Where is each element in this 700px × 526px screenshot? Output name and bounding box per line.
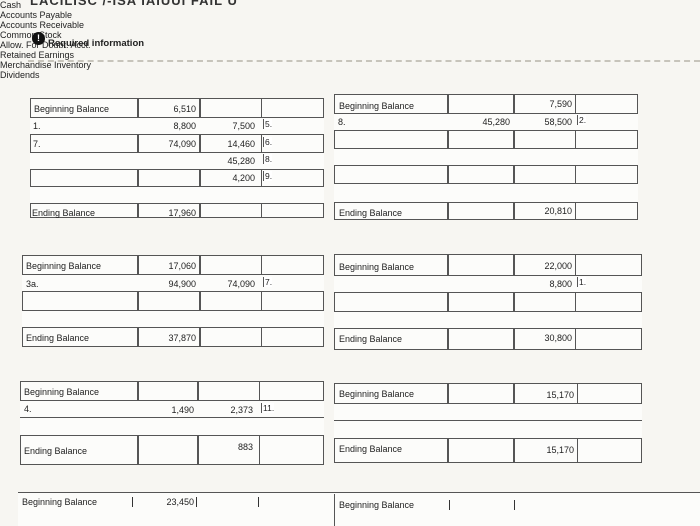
- cash-credit-value-2[interactable]: 14,460: [227, 139, 255, 149]
- cs-beginning-label: Beginning Balance: [339, 262, 415, 272]
- cs-credit-value-1[interactable]: 8,800: [549, 279, 572, 289]
- t-account-retained-earnings: Retained Earnings Beginning Balance 15,1…: [0, 50, 700, 463]
- re-ending-label: Ending Balance: [339, 444, 403, 454]
- t-account-cash: Cash Beginning Balance 6,510 1. 8,800 7.…: [0, 0, 700, 218]
- ap-credit-value-1[interactable]: 58,500: [544, 117, 572, 127]
- cash-credit-ref-3[interactable]: 8.: [263, 154, 273, 164]
- ar-debit-value-1[interactable]: 94,900: [168, 279, 196, 289]
- cs-credit-ref-1[interactable]: 1.: [577, 277, 587, 287]
- ar-beginning-label: Beginning Balance: [26, 261, 102, 271]
- account-name-common-stock: Common Stock: [0, 30, 62, 40]
- ar-credit-value-1[interactable]: 74,090: [227, 279, 255, 289]
- cash-beginning-label: Beginning Balance: [34, 104, 110, 114]
- t-account-dividends: Dividends Beginning Balance: [0, 70, 700, 526]
- account-name-merchandise-inventory: Merchandise Inventory: [0, 60, 92, 70]
- exercise-title: LACILISC /-ISA IAIUUI FAIL U: [30, 0, 238, 8]
- t-account-merchandise-inventory: Merchandise Inventory Beginning Balance …: [0, 60, 700, 526]
- cash-debit-ref-1[interactable]: 1.: [33, 121, 41, 131]
- re-ending-value[interactable]: 15,170: [546, 445, 574, 455]
- cash-debit-value-2[interactable]: 74,090: [168, 139, 196, 149]
- cash-credit-ref-1[interactable]: 5.: [263, 119, 273, 129]
- allow-debit-value-1[interactable]: 1,490: [171, 405, 194, 415]
- re-beginning-value[interactable]: 15,170: [546, 390, 574, 400]
- cash-credit-value-4[interactable]: 4,200: [232, 173, 255, 183]
- mi-beginning-value[interactable]: 23,450: [166, 497, 194, 507]
- cash-debit-value-1[interactable]: 8,800: [173, 121, 196, 131]
- required-information-heading[interactable]: Required information: [48, 38, 145, 49]
- cs-ending-label: Ending Balance: [339, 334, 403, 344]
- info-icon: !: [32, 32, 45, 45]
- mi-beginning-label: Beginning Balance: [22, 497, 98, 507]
- div-beginning-label: Beginning Balance: [339, 500, 415, 510]
- ar-ending-label: Ending Balance: [26, 333, 90, 343]
- t-account-accounts-payable: Accounts Payable Beginning Balance 7,590…: [0, 10, 700, 220]
- ap-ending-label: Ending Balance: [339, 208, 403, 218]
- ap-credit-ref-1[interactable]: 2.: [577, 115, 587, 125]
- cs-ending-value[interactable]: 30,800: [544, 333, 572, 343]
- allow-ending-value[interactable]: 883: [237, 442, 253, 452]
- t-account-accounts-receivable: Accounts Receivable Beginning Balance 17…: [0, 20, 700, 347]
- account-name-dividends: Dividends: [0, 70, 40, 80]
- ap-beginning-value[interactable]: 7,590: [549, 99, 572, 109]
- cash-ending-label: Ending Balance: [32, 208, 96, 218]
- allow-credit-ref-1[interactable]: 11.: [261, 403, 275, 413]
- account-name-retained-earnings: Retained Earnings: [0, 50, 75, 60]
- top-bar: LACILISC /-ISA IAIUUI FAIL U: [0, 0, 700, 22]
- cash-credit-value-1[interactable]: 7,500: [232, 121, 255, 131]
- t-account-allowance: Allow. For Doubt. Acct. Beginning Balanc…: [0, 40, 700, 465]
- ap-debit-ref-1[interactable]: 8.: [338, 117, 346, 127]
- ar-beginning-value[interactable]: 17,060: [168, 261, 196, 271]
- account-name-cash: Cash: [0, 0, 22, 10]
- ap-beginning-label: Beginning Balance: [339, 101, 415, 111]
- allow-beginning-label: Beginning Balance: [24, 387, 100, 397]
- t-account-common-stock: Common Stock Beginning Balance 22,000 8,…: [0, 30, 700, 350]
- cs-beginning-value[interactable]: 22,000: [544, 261, 572, 271]
- allow-ending-label: Ending Balance: [24, 446, 88, 456]
- allow-credit-value-1[interactable]: 2,373: [230, 405, 253, 415]
- cash-credit-ref-2[interactable]: 6.: [263, 137, 273, 147]
- cash-debit-ref-2[interactable]: 7.: [33, 139, 41, 149]
- account-name-allowance: Allow. For Doubt. Acct.: [0, 40, 91, 50]
- ar-credit-ref-1[interactable]: 7.: [263, 277, 273, 287]
- re-beginning-label: Beginning Balance: [339, 389, 415, 399]
- account-name-accounts-payable: Accounts Payable: [0, 10, 73, 20]
- cash-beginning-value[interactable]: 6,510: [173, 104, 196, 114]
- ar-ending-value[interactable]: 37,870: [168, 333, 196, 343]
- section-divider: [28, 60, 700, 62]
- ar-debit-ref-1[interactable]: 3a.: [26, 279, 39, 289]
- account-name-accounts-receivable: Accounts Receivable: [0, 20, 85, 30]
- cash-credit-value-3[interactable]: 45,280: [227, 156, 255, 166]
- cash-credit-ref-4[interactable]: 9.: [263, 171, 273, 181]
- ap-debit-value-1[interactable]: 45,280: [482, 117, 510, 127]
- cash-ending-value[interactable]: 17,960: [168, 208, 196, 218]
- ap-ending-value[interactable]: 20,810: [544, 206, 572, 216]
- allow-debit-ref-1[interactable]: 4.: [24, 404, 32, 414]
